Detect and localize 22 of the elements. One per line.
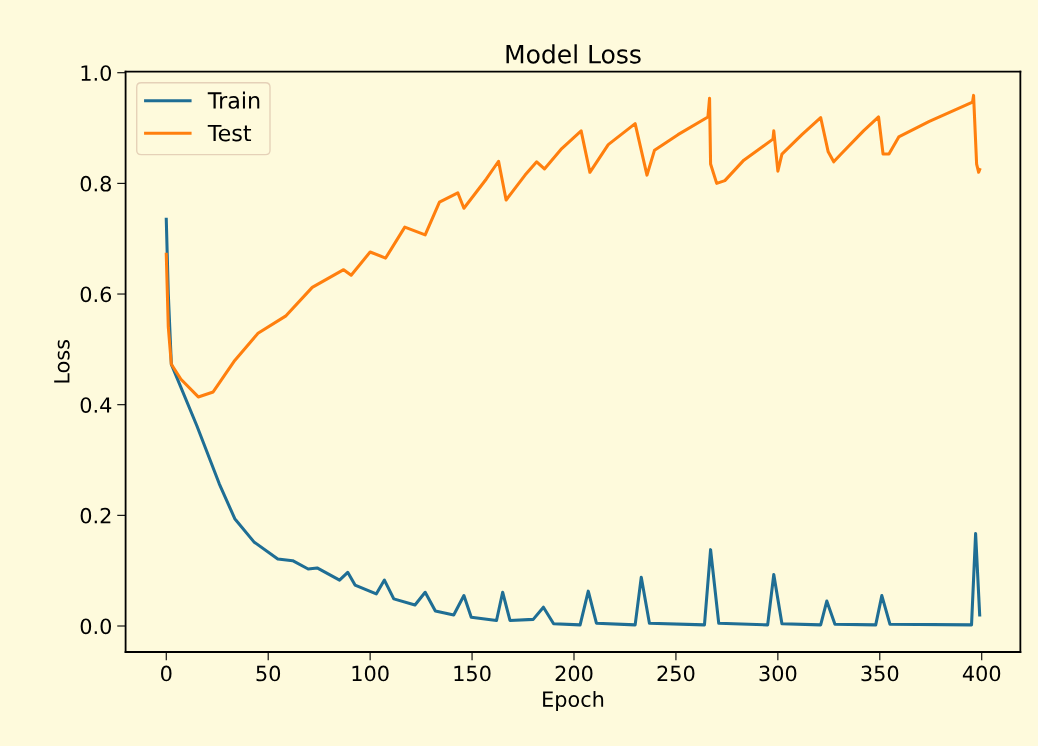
y-tick-label: 0.2	[80, 507, 111, 524]
x-tick-label: 350	[861, 665, 899, 682]
x-tick-label: 300	[759, 665, 797, 682]
y-tick-label: 0.8	[80, 175, 111, 192]
x-tick-label: 0	[161, 665, 172, 682]
x-axis-title: Epoch	[543, 690, 604, 712]
y-tick-label: 0.0	[80, 618, 112, 635]
line-series	[164, 93, 982, 399]
x-tick-label: 400	[962, 665, 1001, 682]
x-tick-label: 50	[256, 665, 281, 682]
x-tick-label: 100	[352, 665, 389, 682]
line-series	[164, 217, 982, 627]
y-tick-label: 1.0	[81, 65, 112, 81]
legend-label: Train	[207, 91, 260, 109]
x-tick-label: 150	[454, 665, 491, 682]
y-tick-label: 0.4	[80, 397, 112, 413]
y-tick-label: 0.6	[80, 286, 112, 303]
y-axis-title: Loss	[54, 339, 70, 383]
x-tick-label: 250	[657, 665, 695, 682]
x-tick-label: 200	[555, 665, 593, 682]
legend-label: Test	[207, 124, 252, 142]
chart-title: Model Loss	[506, 44, 641, 64]
